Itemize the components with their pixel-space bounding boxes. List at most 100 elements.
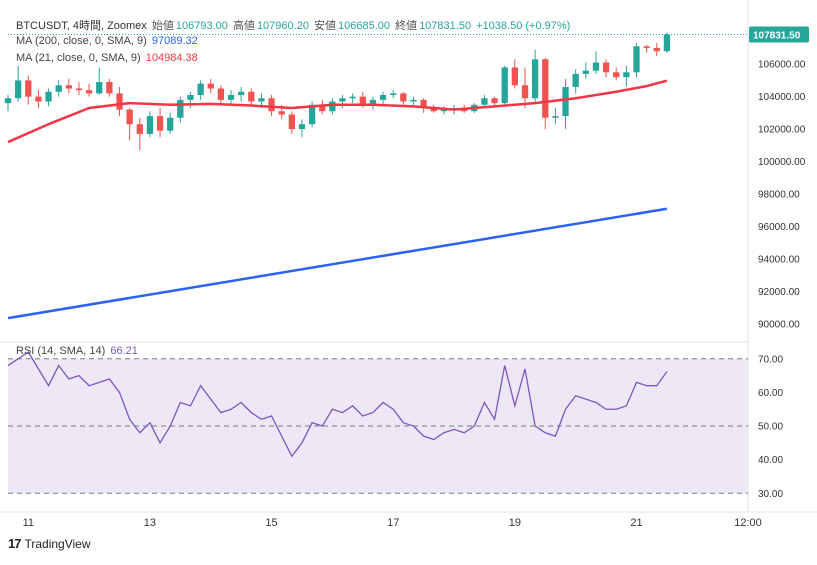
time-tick-label: 21 (630, 517, 642, 529)
candle-body-down (278, 111, 285, 115)
candle-body-down (653, 47, 660, 52)
rsi-tick-label: 70.00 (758, 354, 783, 365)
candle-body-down (116, 93, 123, 110)
candle-body-up (592, 62, 600, 71)
candle-body-up (349, 96, 356, 99)
candle-body-up (227, 95, 235, 100)
candle-body-up (623, 72, 630, 78)
low-value: 106685.00 (338, 20, 390, 32)
close-value: 107831.50 (419, 20, 472, 32)
candle-body-up (298, 124, 306, 130)
ma21-label: MA (21, close, 0, SMA, 9) (16, 52, 141, 64)
candle-body-down (248, 91, 255, 102)
candle-body-down (126, 109, 133, 125)
rsi-tick-label: 30.00 (758, 489, 783, 500)
candle-body-down (25, 80, 32, 97)
candle-body-down (35, 96, 42, 102)
rsi-tick-label: 60.00 (758, 388, 783, 399)
candle-body-up (197, 83, 204, 96)
candle-body-down (511, 67, 518, 86)
tradingview-logo-icon: 17 (8, 536, 22, 551)
candle-body-down (613, 72, 620, 78)
candle-body-up (258, 98, 265, 102)
close-label: 終値 (395, 20, 418, 32)
ma200-legend: MA (200, close, 0, SMA, 9) 97089.32 (16, 35, 200, 47)
candle-body-up (177, 99, 184, 118)
brand-label: TradingView (24, 536, 91, 551)
candle-body-up (4, 98, 12, 104)
candle-body-down (268, 98, 275, 112)
candle-body-down (359, 96, 366, 105)
candle-body-up (45, 91, 52, 102)
ma21-legend: MA (21, close, 0, SMA, 9) 104984.38 (16, 52, 200, 64)
candle-body-down (207, 83, 214, 89)
candle-body-up (308, 104, 316, 125)
candle-body-up (390, 93, 397, 96)
candle-body-up (663, 34, 671, 52)
candle-body-down (85, 90, 93, 94)
ma200-value: 97089.32 (151, 35, 198, 47)
candle-body-up (238, 91, 245, 96)
rsi-tick-label: 40.00 (758, 455, 783, 466)
candle-body-up (633, 46, 640, 73)
high-value: 107960.20 (256, 20, 309, 32)
candle-body-up (481, 98, 488, 105)
high-label: 高値 (232, 20, 255, 32)
price-tick-label: 98000.00 (758, 189, 800, 200)
open-value: 106793.00 (175, 20, 228, 32)
rsi-label: RSI (14, SMA, 14) (16, 345, 106, 357)
candle-body-down (136, 124, 143, 134)
ma200-label: MA (200, close, 0, SMA, 9) (16, 35, 147, 47)
candle-body-up (167, 117, 174, 131)
candle-body-down (65, 85, 72, 89)
rsi-legend: RSI (14, SMA, 14) 66.21 (16, 345, 140, 357)
last-price-tag (749, 26, 809, 43)
price-tick-label: 102000.00 (758, 125, 806, 136)
price-tick-label: 100000.00 (758, 157, 806, 168)
candle-body-down (400, 93, 407, 102)
candle-body-up (410, 99, 417, 102)
candle-body-up (55, 85, 62, 92)
candle-body-up (562, 86, 569, 117)
candle-body-down (521, 85, 529, 99)
candle-body-up (329, 101, 336, 112)
candle-body-up (572, 73, 579, 87)
price-legend: BTCUSDT, 4時間, Zoomex 始値 106793.00 高値 10796… (16, 17, 572, 33)
rsi-value: 66.21 (110, 345, 138, 357)
ma200-line (7, 207, 668, 320)
candle-body-down (319, 104, 326, 112)
price-tick-label: 104000.00 (758, 92, 806, 103)
candle-body-up (501, 67, 508, 104)
candle-body-up (531, 59, 539, 99)
candle-body-down (430, 107, 437, 112)
candle-body-down (75, 88, 83, 91)
time-tick-label: 13 (144, 517, 156, 529)
candle-body-down (106, 82, 113, 94)
price-tick-label: 106000.00 (758, 60, 806, 71)
ma21-value: 104984.38 (145, 52, 198, 64)
price-tick-label: 96000.00 (758, 222, 800, 233)
candle-body-down (491, 98, 498, 104)
open-label: 始値 (151, 20, 174, 32)
last-price-tag-label: 107831.50 (753, 30, 801, 41)
candle-body-down (217, 88, 225, 100)
ma21-line (7, 79, 668, 144)
candle-body-up (14, 80, 22, 99)
candle-body-up (339, 98, 346, 102)
candle-body-up (187, 95, 194, 100)
candle-body-down (643, 46, 650, 48)
price-tick-label: 94000.00 (758, 254, 800, 265)
time-tick-label: 12:00 (734, 517, 762, 529)
tradingview-footer[interactable]: 17 TradingView (8, 536, 91, 551)
rsi-tick-label: 50.00 (758, 422, 783, 433)
candle-body-down (420, 99, 427, 108)
low-label: 安値 (314, 20, 336, 32)
time-tick-label: 19 (509, 517, 521, 529)
symbol-label: BTCUSDT, 4時間, Zoomex (16, 20, 147, 32)
candle-body-up (369, 99, 377, 105)
time-tick-label: 17 (387, 517, 399, 529)
candle-body-up (440, 109, 448, 112)
candle-body-down (542, 59, 549, 118)
